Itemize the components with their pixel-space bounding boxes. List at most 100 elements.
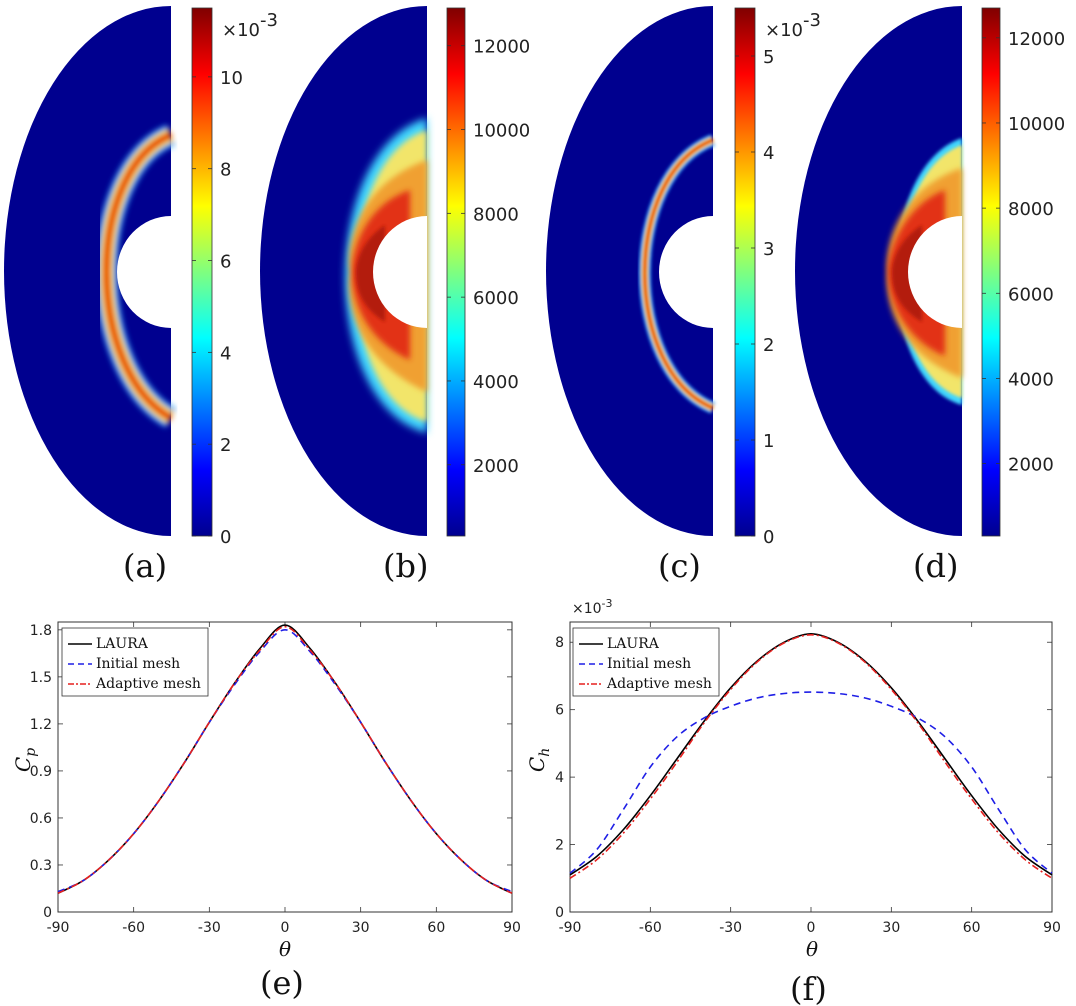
legend-e: LAURA Initial mesh Adaptive mesh <box>61 627 209 697</box>
x-tick-label: -90 <box>47 920 70 936</box>
colorbar-tick-label: 4 <box>763 143 774 164</box>
x-tick-label: -30 <box>719 920 742 936</box>
plot-f-ylabel: Ch <box>525 748 553 772</box>
x-tick-label: -90 <box>559 920 582 936</box>
x-tick-label: 60 <box>963 920 981 936</box>
series-line-adaptive-mesh <box>57 625 513 894</box>
panel-a: 0 2 4 6 8 10 ×10-3 (a) <box>4 6 278 585</box>
colorbar-tick-label: 8 <box>220 160 231 181</box>
y-tick-label: 0 <box>555 905 564 921</box>
colorbar-tick-label: 2000 <box>1008 455 1054 476</box>
y-tick-label: 4 <box>555 770 564 786</box>
x-tick-label: -60 <box>639 920 662 936</box>
plot-f-xlabel: θ <box>806 937 818 961</box>
y-tick-label: 2 <box>555 838 564 854</box>
panel-a-domain <box>4 6 171 536</box>
colorbar-tick-label: 0 <box>763 527 774 548</box>
legend-f: LAURA Initial mesh Adaptive mesh <box>572 627 720 697</box>
legend-f-adaptive-label: Adaptive mesh <box>606 676 712 692</box>
panel-c-label: (c) <box>658 547 701 585</box>
series-line-adaptive-mesh <box>569 633 1053 879</box>
legend-f-initial-label: Initial mesh <box>607 656 691 672</box>
colorbar-tick-label: 3 <box>763 239 774 260</box>
legend-f-laura-label: LAURA <box>607 636 660 652</box>
series-line-initial-mesh <box>569 691 1053 874</box>
panel-a-label: (a) <box>123 547 167 585</box>
y-tick-label: 6 <box>555 703 564 719</box>
colorbar-tick-label: 10 <box>220 68 243 89</box>
colorbar-tick-label: 12000 <box>473 37 530 58</box>
colorbar-tick-label: 2 <box>763 335 774 356</box>
panel-c-body-cutout <box>659 216 713 328</box>
colorbar-tick-label: 10000 <box>473 121 530 142</box>
panel-c-colorbar-ticks: 0 1 2 3 4 5 <box>735 47 774 548</box>
colorbar-tick-label: 0 <box>220 527 231 548</box>
panel-d-colorbar <box>981 7 1001 537</box>
panel-c: 0 1 2 3 4 5 ×10-3 (c) <box>546 6 821 585</box>
panel-d-body-cutout <box>908 216 962 328</box>
series-line-initial-mesh <box>57 628 513 893</box>
colorbar-tick-label: 6000 <box>473 288 519 309</box>
panel-e-label: (e) <box>260 964 304 1002</box>
colorbar-tick-label: 4000 <box>473 372 519 393</box>
colorbar-tick-label: 2000 <box>473 456 519 477</box>
y-tick-label: 1.5 <box>30 670 52 686</box>
panel-f-label: (f) <box>790 970 827 1006</box>
plot-e-ylabel: Cp <box>11 748 39 772</box>
panel-c-domain <box>546 6 713 536</box>
x-tick-label: 0 <box>281 920 290 936</box>
x-tick-label: 60 <box>427 920 445 936</box>
plot-f-content: -90 -60 -30 0 30 60 90 0 2 4 6 8 <box>555 622 1061 936</box>
panel-f: -90 -60 -30 0 30 60 90 0 2 4 6 8 LAURA Initial mesh… <box>525 597 1061 1006</box>
colorbar-tick-label: 4000 <box>1008 369 1054 390</box>
colorbar-tick-label: 6000 <box>1008 284 1054 305</box>
panel-d-domain <box>795 6 962 536</box>
colorbar-tick-label: 5 <box>763 47 774 68</box>
colorbar-tick-label: 4 <box>220 343 231 364</box>
y-tick-label: 0.6 <box>30 811 52 827</box>
panel-a-colorbar-ticks: 0 2 4 6 8 10 <box>192 68 243 548</box>
plot-e-xlabel: θ <box>279 937 291 961</box>
plot-e-content: -90 -60 -30 0 30 60 90 0 0.3 0.6 0.9 1.2 1.5 1.8 <box>30 622 521 936</box>
panel-a-body-cutout <box>117 216 171 328</box>
legend-e-laura-label: LAURA <box>96 636 149 652</box>
panel-b-colorbar <box>446 7 466 537</box>
colorbar-tick-label: 8000 <box>473 204 519 225</box>
x-tick-label: 30 <box>352 920 370 936</box>
y-tick-label: 0.3 <box>30 858 52 874</box>
series-line-laura <box>569 632 1053 876</box>
x-tick-label: -60 <box>122 920 145 936</box>
panel-a-colorbar <box>191 7 213 537</box>
plot-f-exponent: ×10-3 <box>572 597 613 617</box>
colorbar-tick-label: 8000 <box>1008 199 1054 220</box>
x-tick-label: 90 <box>503 920 521 936</box>
y-tick-label: 1.2 <box>30 717 52 733</box>
panel-b-label: (b) <box>383 547 428 585</box>
panel-a-shock-band <box>95 124 177 428</box>
y-tick-label: 0 <box>43 905 52 921</box>
colorbar-tick-label: 2 <box>220 435 231 456</box>
x-tick-label: -30 <box>198 920 221 936</box>
legend-e-box <box>61 627 209 697</box>
panel-b-colorbar-ticks: 2000 4000 6000 8000 10000 12000 <box>447 37 530 477</box>
legend-e-initial-label: Initial mesh <box>96 656 180 672</box>
y-tick-label: 1.8 <box>30 623 52 639</box>
colorbar-tick-label: 6 <box>220 252 231 273</box>
panel-c-shock-band <box>638 134 716 414</box>
panel-a-colorbar-multiplier: ×10-3 <box>222 10 278 41</box>
panel-c-colorbar <box>734 7 756 537</box>
panel-b: 2000 4000 6000 8000 10000 12000 (b) <box>260 6 530 585</box>
panel-c-colorbar-multiplier: ×10-3 <box>765 10 821 41</box>
panel-d-colorbar-ticks: 2000 4000 6000 8000 10000 12000 <box>982 29 1065 476</box>
panel-d: 2000 4000 6000 8000 10000 12000 (d) <box>795 6 1065 585</box>
panel-e: -90 -60 -30 0 30 60 90 0 0.3 0.6 0.9 1.2 1.5 1.8 LAUR… <box>11 621 521 1002</box>
legend-e-adaptive-label: Adaptive mesh <box>95 676 201 692</box>
colorbar-tick-label: 10000 <box>1008 114 1065 135</box>
panel-b-body-cutout <box>373 216 427 328</box>
panel-d-label: (d) <box>913 547 958 585</box>
colorbar-tick-label: 1 <box>763 431 774 452</box>
x-tick-label: 30 <box>882 920 900 936</box>
y-tick-label: 0.9 <box>30 764 52 780</box>
legend-f-box <box>572 627 720 697</box>
